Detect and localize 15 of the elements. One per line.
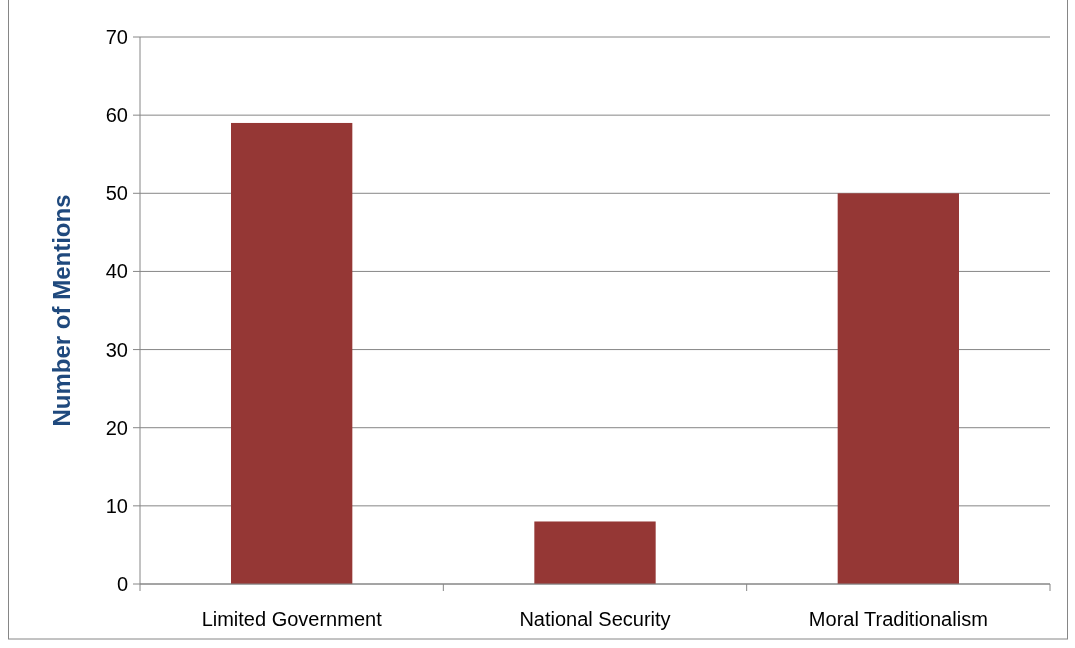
x-tick-label: Limited Government xyxy=(201,608,383,630)
x-tick-label: Moral Traditionalism xyxy=(808,608,988,630)
bar xyxy=(534,521,656,584)
y-tick-label: 40 xyxy=(105,260,128,283)
x-tick-label: National Security xyxy=(519,608,671,630)
bar xyxy=(231,122,353,584)
y-axis-title: Number of Mentions xyxy=(48,194,75,427)
y-tick-label: 0 xyxy=(116,573,128,595)
y-tick-label: 50 xyxy=(105,182,128,205)
y-tick-label: 70 xyxy=(105,26,128,48)
y-tick-label: 60 xyxy=(105,104,128,127)
y-tick-label: 10 xyxy=(105,494,128,517)
y-tick-label: 30 xyxy=(105,338,128,361)
bar xyxy=(837,193,959,584)
y-tick-label: 20 xyxy=(105,416,128,439)
